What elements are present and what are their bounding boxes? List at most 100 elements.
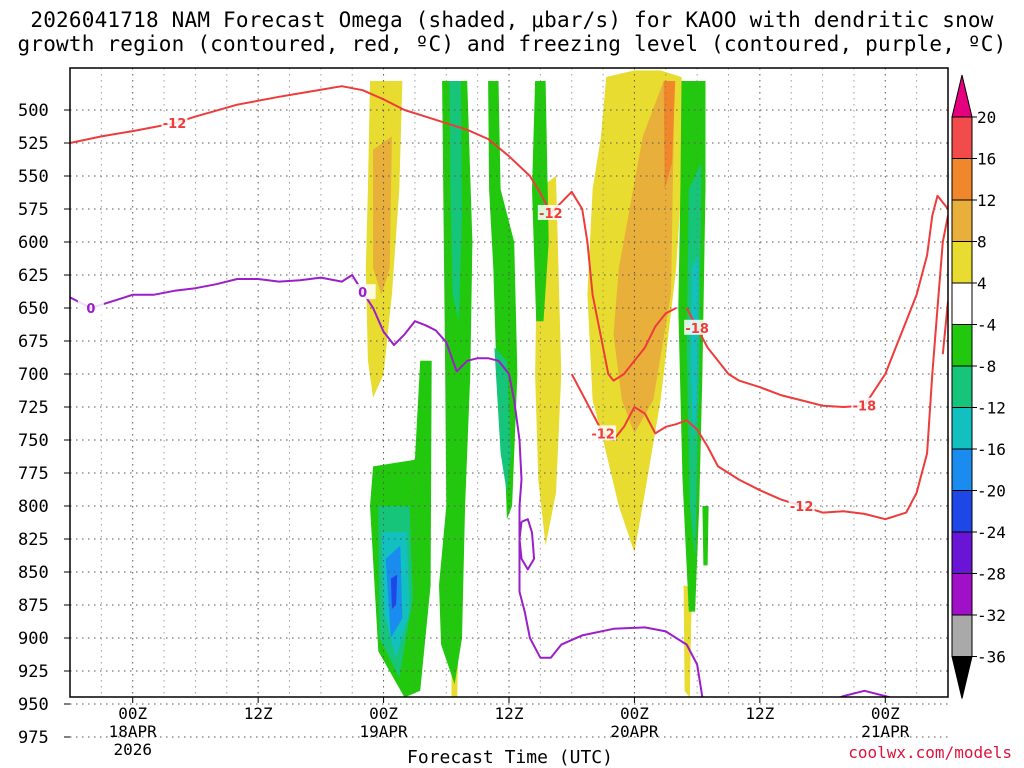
omega-region-10 [488,81,518,520]
colorbar-label-2: 12 [977,191,996,210]
y-tick-label-700: 700 [18,365,49,385]
gridlines [69,68,949,738]
omega-region-16 [390,574,398,609]
contour-label-bg-0-1 [537,204,564,220]
omega-region-21 [702,506,709,566]
colorbar-bin-13 [951,614,973,657]
contour-label-2-0: -18 [685,322,709,337]
y-tick-label-725: 725 [18,398,49,418]
x-axis-title: Forecast Time (UTC) [407,747,613,768]
x-tick-date-30: 19APR [359,722,408,741]
contour-lines: -12 -12 -12 -12 -18 -18 0 0 [70,85,948,697]
y-tick-label-600: 600 [18,233,49,253]
colorbar-bin-6 [951,324,973,367]
colorbar-bin-1 [951,116,973,159]
chart-title-line2: growth region (contoured, red, ºC) and f… [17,32,1007,56]
omega-shading [365,70,709,697]
colorbar-bin-8 [951,407,973,450]
y-tick-label-825: 825 [18,530,49,550]
colorbar-label-4: 4 [977,274,987,293]
contour-label-0-1: -12 [539,207,563,222]
contour-label-1-1: -12 [790,500,814,515]
y-tick-label-575: 575 [18,200,49,220]
contour-label-bg-2-1 [851,397,878,413]
x-tick-date-54: 20APR [610,722,659,741]
contour-line-3 [941,301,948,355]
omega-region-9 [449,81,462,322]
omega-region-8 [439,81,473,685]
colorbar-top-arrow [951,74,973,118]
y-tick-label-750: 750 [18,431,49,451]
colorbar-label-11: -28 [977,565,1006,584]
contour-label-1-0: -12 [591,427,615,442]
colorbar-bin-7 [951,365,973,408]
y-tick-label-675: 675 [18,332,49,352]
credit-text: coolwx.com/models [848,743,1012,762]
colorbar-bottom-arrow [951,656,973,699]
contour-label-4-1: 0 [358,286,367,301]
contour-label-bg-1-1 [788,498,815,513]
x-tick-label-6: 00Z [118,704,147,723]
x-tick-label-30: 00Z [369,704,398,723]
x-tick-label-42: 12Z [495,704,524,723]
colorbar-label-0: 20 [977,108,996,127]
x-tick-label-18: 12Z [244,704,273,723]
colorbar-bin-10 [951,490,973,533]
y-tick-label-850: 850 [18,563,49,583]
colorbar-label-3: 8 [977,233,987,252]
y-tick-label-800: 800 [18,497,49,517]
y-tick-label-550: 550 [18,167,49,187]
contour-label-bg-1-0 [590,425,617,441]
colorbar-label-10: -24 [977,523,1006,542]
contour-label-2-1: -18 [853,400,877,415]
colorbar: 20 16 12 8 4 -4 -8 -12 -16 -20 -24 -28 -32 -36 [951,74,1006,699]
y-tick-label-625: 625 [18,266,49,286]
colorbar-label-5: -4 [977,316,996,335]
y-tick-label-875: 875 [18,596,49,616]
x-tick-label-66: 12Z [745,704,774,723]
y-tick-label-525: 525 [18,134,49,154]
contour-label-bg-4-0 [77,300,104,315]
colorbar-bin-11 [951,531,973,574]
colorbar-label-12: -32 [977,606,1006,625]
y-tick-label-950: 950 [18,695,49,715]
chart-title-line1: 2026041718 NAM Forecast Omega (shaded, μ… [30,8,994,32]
colorbar-bin-4 [951,241,973,284]
x-tick-year-6: 2026 [113,740,152,759]
colorbar-bin-12 [951,573,973,616]
colorbar-bin-3 [951,199,973,242]
colorbar-bin-2 [951,158,973,201]
omega-region-11 [494,347,512,493]
omega-region-1 [373,136,392,295]
y-tick-label-975: 975 [18,728,49,748]
colorbar-label-13: -36 [977,648,1006,667]
contour-label-4-0: 0 [86,302,95,317]
omega-region-3 [613,81,675,434]
colorbar-label-1: 16 [977,150,996,169]
colorbar-bin-5 [951,282,973,325]
contour-line-5 [518,518,536,571]
x-tick-date-78: 21APR [861,722,910,741]
contour-label-bg-0-0 [161,115,188,131]
colorbar-bin-9 [951,448,973,491]
y-tick-label-650: 650 [18,299,49,319]
x-tick-label-54: 00Z [620,704,649,723]
y-axis: 500 525 550 575 600 625 650 675 700 725 750 775 800 8… [18,101,70,748]
y-tick-label-500: 500 [18,101,49,121]
contour-line-1 [570,215,948,521]
y-tick-label-775: 775 [18,464,49,484]
x-tick-label-78: 00Z [871,704,900,723]
colorbar-label-6: -8 [977,357,996,376]
contour-label-bg-4-1 [349,284,376,300]
omega-region-4 [663,81,676,190]
contour-line-2 [685,194,948,408]
colorbar-label-9: -20 [977,482,1006,501]
contour-label-bg-2-0 [684,319,711,335]
y-tick-label-900: 900 [18,629,49,649]
colorbar-label-8: -16 [977,440,1006,459]
omega-region-20 [690,255,699,440]
contour-line-4 [70,274,893,697]
contour-line-0 [70,85,677,382]
